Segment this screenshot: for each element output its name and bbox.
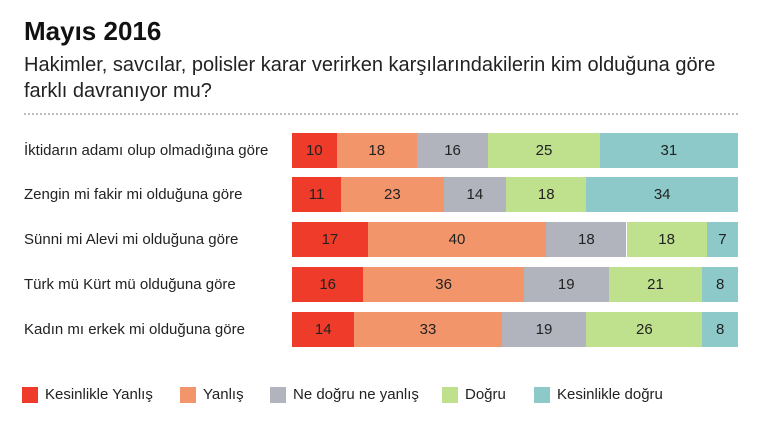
bar-segment: 40	[367, 222, 547, 257]
legend-swatch	[22, 386, 38, 403]
bar-segment: 18	[506, 177, 587, 212]
bar-segment: 17	[292, 222, 368, 257]
bar-segment: 11	[292, 177, 342, 212]
row-label: Sünni mi Alevi mi olduğuna göre	[24, 231, 239, 248]
legend-label: Kesinlikle doğru	[557, 386, 663, 403]
bar-segment: 34	[586, 177, 738, 212]
legend-item: Kesinlikle doğru	[534, 386, 663, 403]
row-label: Türk mü Kürt mü olduğuna göre	[24, 276, 236, 293]
bar-segment: 14	[443, 177, 507, 212]
legend-label: Ne doğru ne yanlış	[293, 386, 419, 403]
bar-segment: 18	[546, 222, 627, 257]
bar-segment: 16	[292, 267, 364, 302]
legend-swatch	[180, 386, 196, 403]
legend-swatch	[270, 386, 286, 403]
legend-item: Doğru	[442, 386, 506, 403]
bar-segment: 18	[336, 133, 417, 168]
bar-segment: 36	[363, 267, 524, 302]
bar-segment: 7	[706, 222, 738, 257]
bar-segment: 31	[599, 133, 738, 168]
bar-segment: 26	[586, 312, 703, 347]
bar-segment: 8	[702, 312, 738, 347]
legend-swatch	[442, 386, 458, 403]
bar-segment: 18	[626, 222, 707, 257]
bar-segment: 33	[354, 312, 502, 347]
row-label: Zengin mi fakir mi olduğuna göre	[24, 186, 243, 203]
bar-segment: 21	[608, 267, 703, 302]
bar-segment: 16	[416, 133, 489, 168]
row-label: Kadın mı erkek mi olduğuna göre	[24, 321, 245, 338]
legend-item: Ne doğru ne yanlış	[270, 386, 419, 403]
legend-label: Yanlış	[203, 386, 244, 403]
row-label: İktidarın adamı olup olmadığına göre	[24, 142, 269, 159]
title-divider	[24, 113, 738, 115]
legend-item: Yanlış	[180, 386, 244, 403]
bar-segment: 19	[523, 267, 609, 302]
legend-label: Kesinlikle Yanlış	[45, 386, 153, 403]
chart-subtitle: Hakimler, savcılar, polisler karar verir…	[24, 54, 716, 102]
bar-segment: 14	[292, 312, 355, 347]
chart-title: Mayıs 2016	[24, 16, 162, 46]
legend-label: Doğru	[465, 386, 506, 403]
bar-segment: 10	[292, 133, 337, 168]
bar-segment: 8	[702, 267, 738, 302]
bar-segment: 25	[488, 133, 600, 168]
bar-segment: 23	[341, 177, 444, 212]
bar-segment: 19	[501, 312, 587, 347]
legend-swatch	[534, 386, 550, 403]
legend-item: Kesinlikle Yanlış	[22, 386, 153, 403]
